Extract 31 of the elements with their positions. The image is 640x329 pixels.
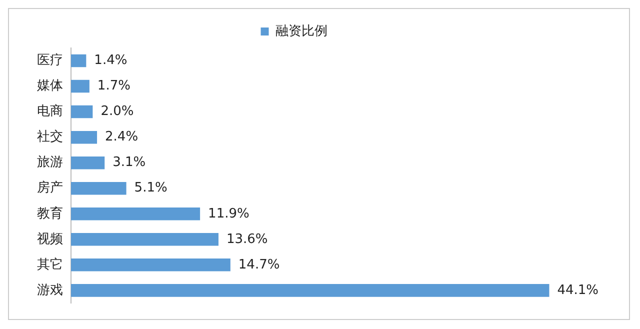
bar	[71, 208, 200, 220]
y-tick-label: 旅游	[37, 155, 63, 170]
y-tick-label: 媒体	[37, 78, 63, 94]
y-tick-label: 视频	[37, 232, 63, 247]
bar	[71, 258, 230, 272]
y-tick-label: 医疗	[37, 53, 63, 68]
y-tick-label: 房产	[37, 180, 63, 196]
data-label: 13.6%	[226, 232, 268, 247]
legend-label: 融资比例	[275, 24, 328, 39]
data-label: 14.7%	[238, 257, 280, 272]
bar	[71, 105, 93, 118]
y-tick-label: 其它	[37, 256, 63, 272]
data-label: 1.4%	[94, 53, 128, 68]
data-label: 1.7%	[97, 78, 130, 94]
bar	[71, 80, 90, 93]
y-tick-label: 游戏	[37, 282, 63, 298]
data-label: 3.1%	[112, 155, 146, 170]
y-tick-label: 电商	[37, 104, 63, 120]
data-label: 5.1%	[134, 180, 168, 196]
y-tick-label: 社交	[37, 128, 63, 145]
data-label: 2.4%	[105, 130, 138, 145]
data-label: 44.1%	[557, 282, 599, 298]
bar	[71, 54, 86, 68]
bar	[71, 130, 98, 144]
bar	[71, 182, 126, 195]
bar	[71, 156, 105, 170]
data-label: 11.9%	[208, 206, 250, 222]
bar	[71, 233, 218, 246]
data-label: 2.0%	[100, 104, 134, 120]
y-tick-label: 教育	[37, 205, 63, 222]
bar	[71, 284, 550, 297]
